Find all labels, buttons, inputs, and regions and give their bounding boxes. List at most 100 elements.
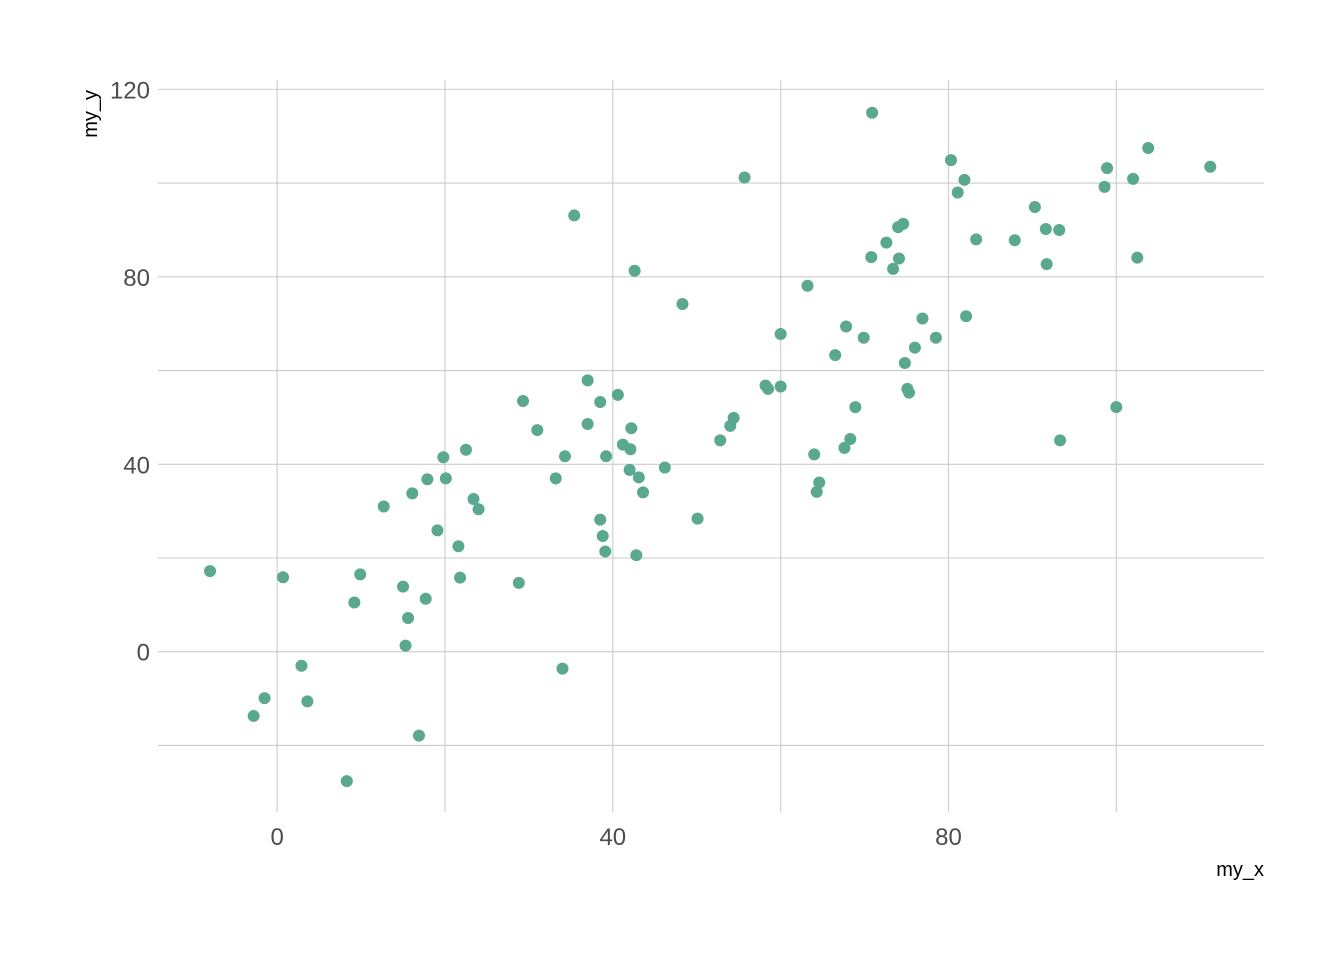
data-point — [549, 472, 562, 485]
data-point — [204, 565, 217, 578]
data-point — [431, 524, 444, 537]
data-point — [908, 341, 921, 354]
data-point — [676, 298, 689, 311]
data-point — [849, 401, 862, 414]
data-point — [354, 568, 367, 581]
data-point — [517, 395, 530, 408]
data-point — [658, 461, 671, 474]
data-point — [624, 443, 637, 456]
data-point — [399, 639, 412, 652]
data-point — [295, 659, 308, 672]
data-point — [1053, 223, 1066, 236]
data-point — [808, 448, 821, 461]
data-point — [600, 450, 613, 463]
data-point — [762, 382, 775, 395]
x-tick-label: 0 — [270, 824, 283, 851]
data-point — [774, 327, 787, 340]
data-point — [1110, 401, 1123, 414]
data-point — [628, 264, 641, 277]
data-point — [556, 662, 569, 675]
x-tick-label: 40 — [599, 824, 626, 851]
data-point — [439, 472, 452, 485]
data-point — [898, 357, 911, 370]
data-point — [691, 512, 704, 525]
y-axis-title: my_y — [80, 90, 102, 138]
data-point — [813, 476, 826, 489]
data-point — [1039, 223, 1052, 236]
data-point — [611, 388, 624, 401]
data-point — [594, 513, 607, 526]
data-point — [1101, 162, 1114, 175]
data-point — [844, 432, 857, 445]
data-point — [1028, 200, 1041, 213]
data-point — [1142, 141, 1155, 154]
data-point — [929, 331, 942, 344]
data-point — [581, 417, 594, 430]
data-point — [558, 450, 571, 463]
data-point — [838, 441, 851, 454]
data-point — [1204, 160, 1217, 173]
data-point — [247, 709, 260, 722]
data-point — [857, 331, 870, 344]
data-point — [840, 320, 853, 333]
data-point — [258, 692, 271, 705]
data-point — [301, 695, 314, 708]
data-point — [419, 592, 432, 605]
data-points — [204, 106, 1217, 788]
data-point — [866, 106, 879, 119]
data-point — [452, 540, 465, 553]
data-point — [1098, 180, 1111, 193]
data-point — [637, 486, 650, 499]
data-point — [406, 487, 419, 500]
data-point — [1054, 434, 1067, 447]
data-point — [887, 262, 900, 275]
data-point — [951, 186, 964, 199]
x-tick-label: 80 — [935, 824, 962, 851]
data-point — [412, 729, 425, 742]
data-point — [916, 312, 929, 325]
data-point — [531, 424, 544, 437]
grid-lines — [158, 80, 1264, 812]
data-point — [880, 236, 893, 249]
data-point — [623, 463, 636, 476]
data-point — [1040, 258, 1053, 271]
data-point — [774, 380, 787, 393]
data-point — [340, 775, 353, 788]
y-tick-label: 120 — [110, 77, 150, 104]
data-point — [630, 549, 643, 562]
data-point — [632, 471, 645, 484]
data-point — [801, 279, 814, 292]
y-tick-label: 40 — [123, 452, 150, 479]
tick-labels: 0 40 80 0 40 80 120 — [110, 77, 962, 851]
data-point — [897, 217, 910, 230]
data-point — [810, 485, 823, 498]
data-point — [421, 473, 434, 486]
data-point — [958, 173, 971, 186]
data-point — [625, 422, 638, 435]
data-point — [1131, 251, 1144, 264]
data-point — [903, 386, 916, 399]
data-point — [596, 529, 609, 542]
y-tick-label: 0 — [137, 640, 150, 667]
data-point — [829, 349, 842, 362]
data-point — [402, 611, 415, 624]
data-point — [970, 233, 983, 246]
data-point — [738, 171, 751, 184]
data-point — [865, 251, 878, 264]
data-point — [581, 374, 594, 387]
data-point — [377, 500, 390, 513]
x-axis-title: my_x — [1216, 859, 1264, 881]
data-point — [892, 252, 905, 265]
data-point — [944, 154, 957, 167]
data-point — [714, 434, 727, 447]
data-point — [1127, 172, 1140, 185]
data-point — [960, 310, 973, 323]
data-point — [467, 492, 480, 505]
data-point — [512, 576, 525, 589]
data-point — [397, 580, 410, 593]
data-point — [437, 451, 450, 464]
data-point — [472, 503, 485, 516]
data-point — [599, 545, 612, 558]
data-point — [727, 411, 740, 424]
